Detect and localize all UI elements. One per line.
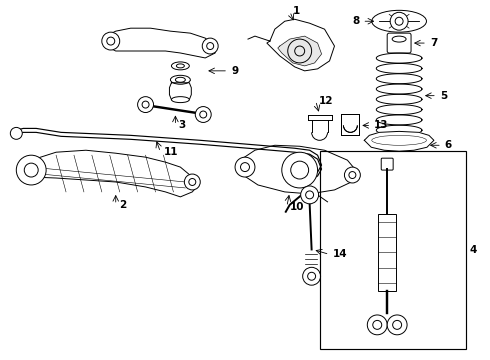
Circle shape (282, 152, 318, 188)
Text: 8: 8 (352, 16, 359, 26)
Bar (319, 151, 466, 349)
Ellipse shape (172, 96, 189, 103)
Ellipse shape (372, 10, 426, 32)
Circle shape (387, 315, 407, 335)
Text: 10: 10 (290, 202, 304, 212)
Text: 3: 3 (178, 121, 186, 130)
FancyBboxPatch shape (387, 33, 411, 53)
Circle shape (235, 157, 255, 177)
Polygon shape (170, 83, 191, 100)
Circle shape (102, 32, 120, 50)
Circle shape (10, 127, 22, 139)
Circle shape (344, 167, 360, 183)
Text: 1: 1 (293, 6, 300, 16)
Circle shape (303, 267, 320, 285)
Circle shape (301, 186, 318, 204)
Ellipse shape (392, 36, 406, 42)
Polygon shape (106, 28, 215, 58)
Text: 6: 6 (445, 140, 452, 150)
Circle shape (16, 155, 46, 185)
Polygon shape (365, 131, 434, 151)
Circle shape (390, 12, 408, 30)
Circle shape (184, 174, 200, 190)
Circle shape (202, 38, 218, 54)
Text: 13: 13 (374, 121, 389, 130)
Circle shape (138, 96, 153, 113)
Polygon shape (342, 113, 359, 135)
Text: 7: 7 (430, 38, 437, 48)
Text: 2: 2 (119, 200, 126, 210)
Text: 14: 14 (333, 249, 347, 260)
Circle shape (196, 107, 211, 122)
Polygon shape (267, 19, 335, 71)
Ellipse shape (171, 75, 190, 84)
Bar (378, 214, 396, 291)
Text: 5: 5 (440, 91, 447, 101)
Polygon shape (238, 145, 357, 194)
Text: 9: 9 (231, 66, 238, 76)
Text: 4: 4 (470, 246, 477, 256)
Ellipse shape (172, 62, 189, 70)
Circle shape (368, 315, 387, 335)
Polygon shape (19, 150, 198, 197)
Text: 12: 12 (318, 96, 333, 105)
FancyBboxPatch shape (381, 158, 393, 170)
Polygon shape (278, 36, 321, 66)
Text: 11: 11 (164, 147, 178, 157)
